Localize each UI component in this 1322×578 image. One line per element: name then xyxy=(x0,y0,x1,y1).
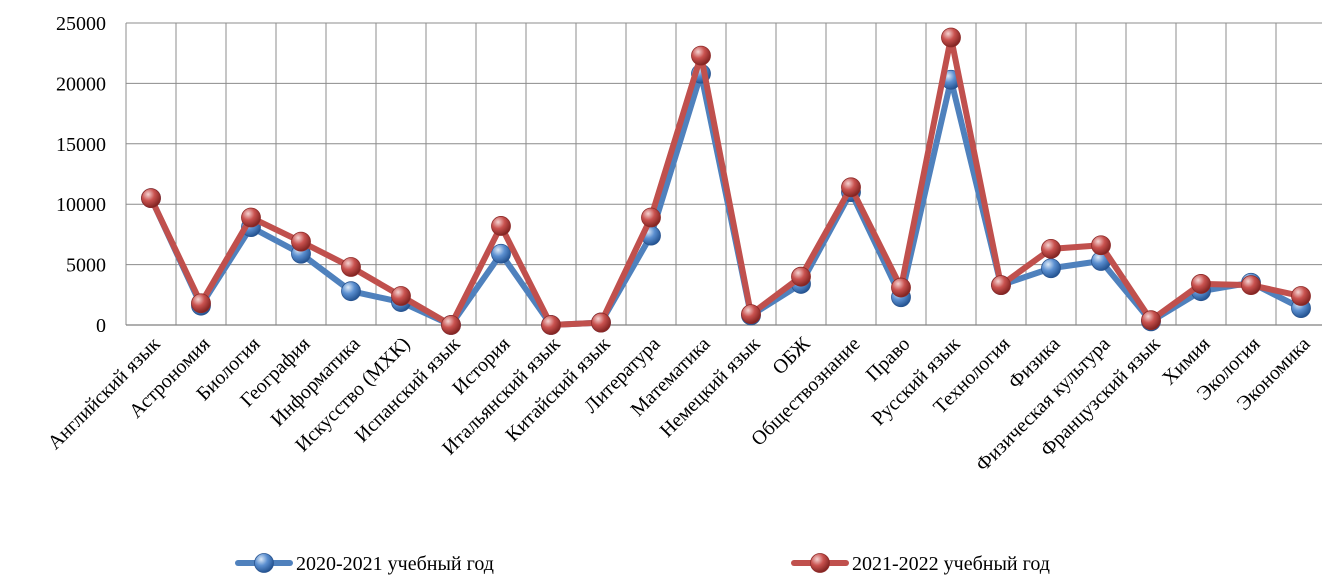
data-point xyxy=(491,216,511,236)
data-point xyxy=(341,257,361,277)
y-tick-label: 20000 xyxy=(56,73,106,95)
data-point xyxy=(291,231,311,252)
x-axis-category-labels: Английский языкАстрономияБиологияГеограф… xyxy=(44,333,1315,476)
y-tick-label: 0 xyxy=(96,315,106,337)
data-point xyxy=(241,207,261,228)
data-point xyxy=(1141,310,1161,331)
y-tick-label: 25000 xyxy=(56,13,106,35)
data-point xyxy=(791,266,811,287)
legend-marker xyxy=(254,553,274,573)
legend: 2020-2021 учебный год 2021-2022 учебный г… xyxy=(235,553,1050,575)
legend-marker xyxy=(810,553,830,573)
data-point xyxy=(641,207,661,228)
y-tick-label: 5000 xyxy=(66,255,106,277)
data-point xyxy=(1291,286,1311,306)
data-point xyxy=(1091,235,1111,256)
data-point xyxy=(391,286,411,306)
data-point xyxy=(1191,274,1211,294)
x-category-label: ОБЖ xyxy=(768,333,814,379)
data-point xyxy=(591,312,611,333)
data-point xyxy=(891,277,911,298)
data-point xyxy=(741,304,761,325)
data-point xyxy=(541,315,561,335)
data-point xyxy=(341,281,361,302)
data-point xyxy=(991,275,1011,296)
data-point xyxy=(1041,238,1061,259)
data-point xyxy=(691,45,711,66)
legend-item-2: 2021-2022 учебный год xyxy=(791,553,1050,575)
data-point xyxy=(441,315,461,335)
legend-label: 2021-2022 учебный год xyxy=(852,553,1050,575)
data-point xyxy=(841,177,861,198)
legend-label: 2020-2021 учебный год xyxy=(296,553,494,575)
y-axis-tick-labels: 0 5000 10000 15000 20000 25000 xyxy=(56,13,106,337)
data-point xyxy=(141,188,161,209)
y-tick-label: 15000 xyxy=(56,134,106,156)
y-tick-label: 10000 xyxy=(56,194,106,216)
data-point xyxy=(491,243,511,264)
data-point xyxy=(191,293,211,314)
legend-item-1: 2020-2021 учебный год xyxy=(235,553,494,575)
series-2 xyxy=(141,27,1311,335)
series-lines xyxy=(141,27,1311,335)
data-point xyxy=(1041,258,1061,279)
data-point xyxy=(941,27,961,48)
data-point xyxy=(1241,275,1261,296)
